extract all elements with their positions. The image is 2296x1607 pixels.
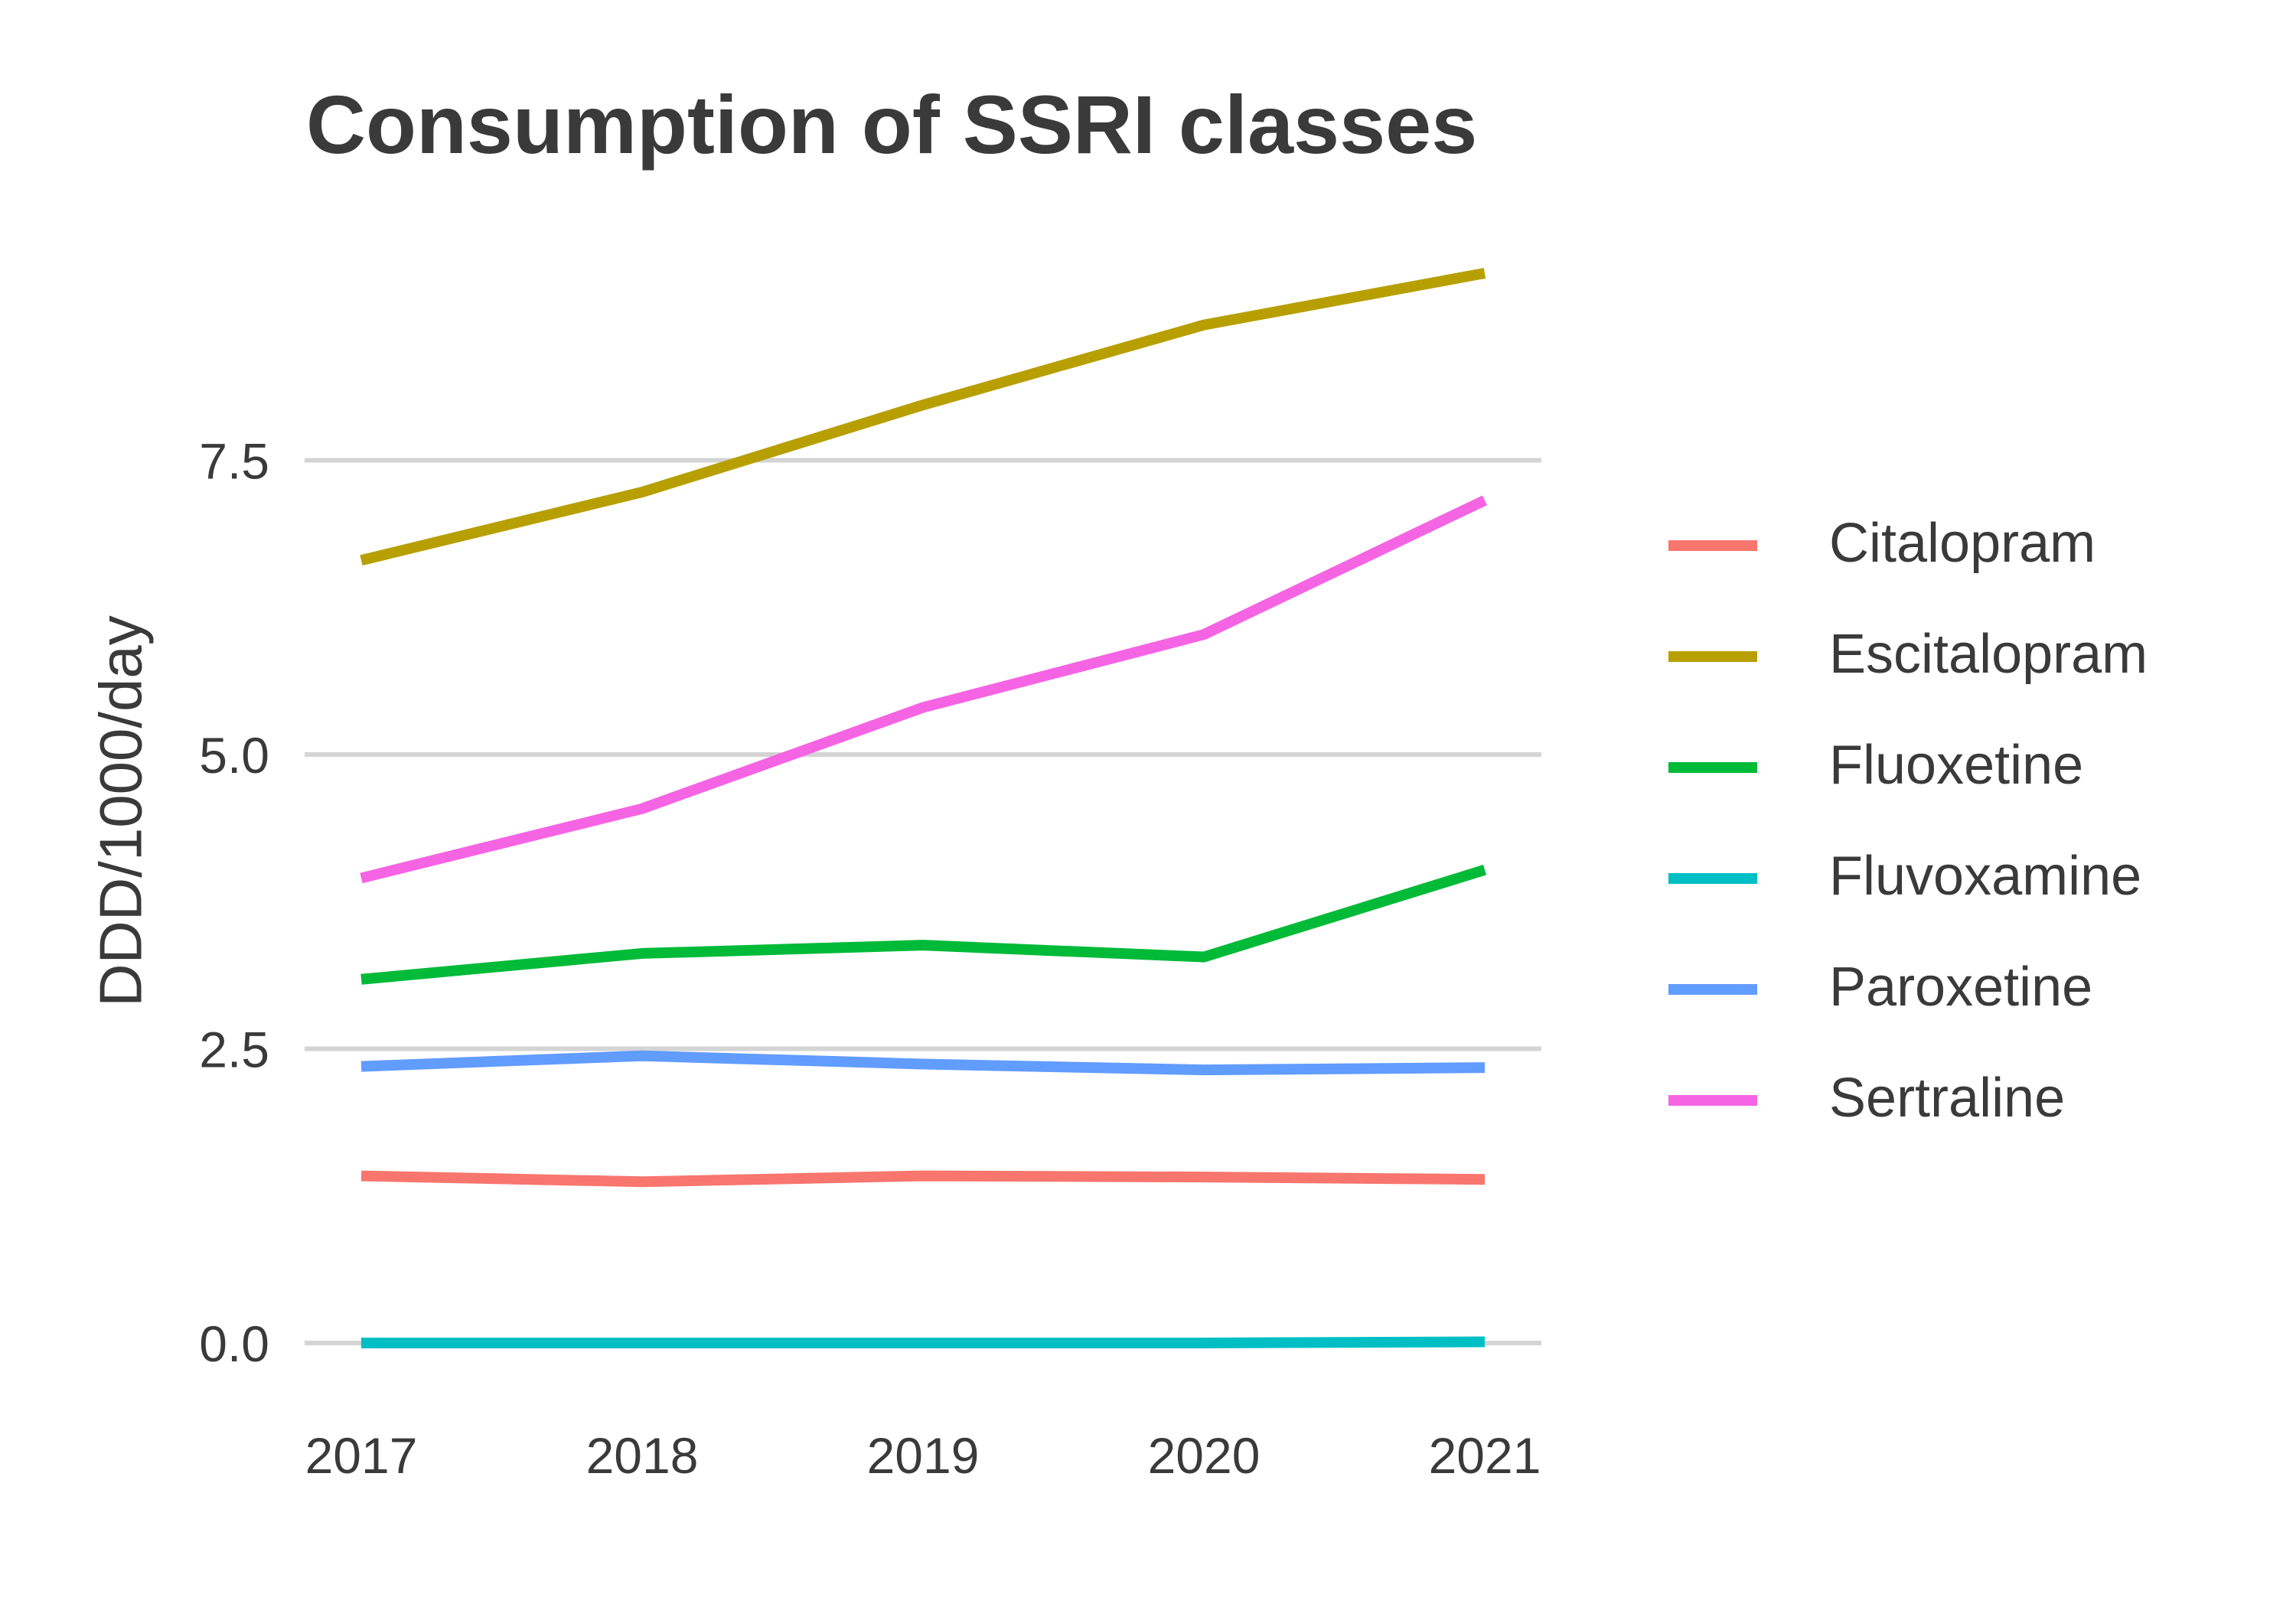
legend-swatch <box>1668 873 1757 884</box>
series-line-sertraline <box>360 495 1488 884</box>
legend-label: Escitalopram <box>1829 624 2148 685</box>
legend-item-fluvoxamine: Fluvoxamine <box>1668 846 2281 907</box>
y-tick-label: 0.0 <box>199 1315 269 1372</box>
x-tick-label: 2019 <box>867 1427 980 1484</box>
y-tick-label: 2.5 <box>199 1022 269 1078</box>
legend-label: Fluvoxamine <box>1829 846 2142 907</box>
y-tick-label: 7.5 <box>199 433 269 490</box>
x-axis-ticks: 2017 2018 2019 2020 2021 <box>305 1427 1541 1484</box>
legend-label: Sertraline <box>1829 1068 2066 1129</box>
legend-item-sertraline: Sertraline <box>1668 1068 2281 1129</box>
legend-item-fluoxetine: Fluoxetine <box>1668 735 2281 796</box>
legend-swatch <box>1668 1095 1757 1106</box>
series-line-fluoxetine <box>360 865 1487 985</box>
legend-item-paroxetine: Paroxetine <box>1668 957 2281 1018</box>
legend-item-citalopram: Citalopram <box>1668 513 2281 574</box>
legend-swatch <box>1668 651 1757 662</box>
x-tick-label: 2020 <box>1148 1427 1261 1484</box>
grid-lines <box>305 458 1541 1345</box>
y-axis-ticks: 0.0 2.5 5.0 7.5 <box>199 433 269 1373</box>
legend-label: Paroxetine <box>1829 957 2093 1018</box>
series-line-citalopram <box>360 1170 1486 1188</box>
series-line-paroxetine <box>360 1050 1486 1076</box>
series-line-fluvoxamine <box>361 1336 1486 1348</box>
x-tick-label: 2021 <box>1429 1427 1541 1484</box>
series-line-escitalopram <box>360 268 1486 566</box>
legend-swatch <box>1668 540 1757 551</box>
series-lines <box>360 268 1488 1348</box>
legend-swatch <box>1668 762 1757 773</box>
legend-label: Fluoxetine <box>1829 735 2084 796</box>
chart-title: Consumption of SSRI classes <box>306 78 1478 171</box>
x-tick-label: 2018 <box>586 1427 699 1484</box>
legend-label: Citalopram <box>1829 513 2096 574</box>
legend-item-escitalopram: Escitalopram <box>1668 624 2281 685</box>
x-tick-label: 2017 <box>305 1427 418 1484</box>
y-tick-label: 5.0 <box>199 727 269 784</box>
legend-swatch <box>1668 984 1757 995</box>
